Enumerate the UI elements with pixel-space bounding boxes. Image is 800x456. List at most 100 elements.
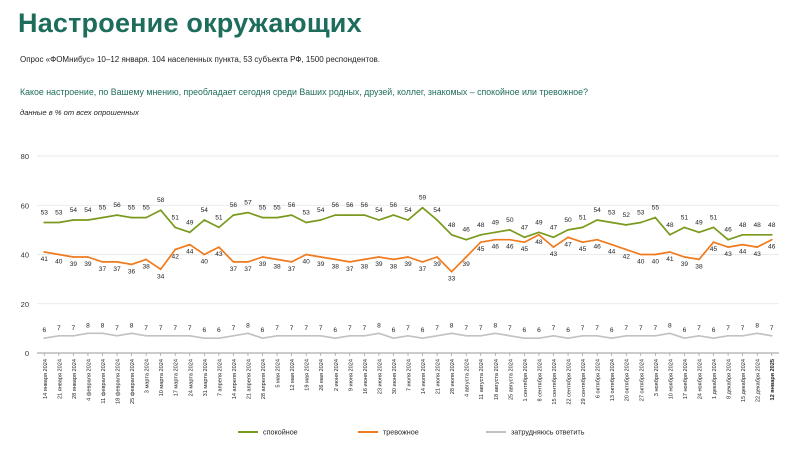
data-point	[581, 241, 584, 244]
data-point	[57, 253, 60, 256]
data-point	[567, 236, 569, 239]
x-tick-label: 10 марта 2024	[159, 359, 165, 396]
data-label: 49	[186, 219, 194, 226]
data-point	[159, 334, 162, 337]
data-label: 37	[99, 266, 107, 273]
x-tick-label: 11 августа 2024	[479, 359, 485, 400]
x-tick-label: 21 апреля 2024	[246, 359, 252, 399]
data-label: 56	[230, 202, 238, 209]
data-point	[727, 238, 729, 241]
data-label: 39	[375, 261, 383, 268]
data-label: 6	[333, 327, 337, 334]
x-tick-label: 9 июня 2024	[348, 359, 354, 391]
data-point	[116, 214, 118, 217]
data-label: 6	[261, 327, 265, 334]
data-point	[159, 268, 162, 271]
data-point	[334, 214, 337, 217]
data-point	[756, 233, 759, 236]
data-label: 8	[130, 322, 134, 329]
data-label: 47	[564, 241, 572, 248]
x-tick-label: 11 февраля 2024	[101, 359, 107, 404]
data-point	[508, 238, 511, 241]
data-point	[756, 332, 759, 335]
data-label: 54	[375, 207, 383, 214]
legend-label: спокойное	[263, 428, 298, 437]
data-point	[538, 231, 540, 234]
data-point	[276, 258, 278, 261]
data-point	[217, 226, 220, 229]
data-point	[683, 337, 686, 340]
data-point	[43, 221, 46, 224]
data-label: 55	[652, 205, 660, 212]
data-label: 37	[419, 266, 427, 273]
data-point	[581, 334, 584, 337]
data-point	[319, 256, 322, 258]
data-point	[450, 233, 453, 236]
data-label: 38	[273, 263, 281, 270]
data-point	[305, 221, 308, 224]
data-label: 51	[172, 214, 180, 221]
x-tick-label: 7 июля 2024	[407, 359, 413, 391]
data-point	[494, 231, 497, 234]
data-point	[407, 219, 409, 221]
x-tick-label: 21 июля 2024	[436, 359, 442, 394]
data-label: 36	[128, 268, 136, 275]
data-point	[247, 211, 249, 214]
data-label: 44	[608, 249, 616, 256]
data-label: 7	[348, 325, 352, 332]
x-tick-label: 4 февраля 2024	[86, 359, 92, 401]
data-label: 39	[463, 261, 471, 268]
x-tick-label: 24 марта 2024	[188, 359, 194, 396]
data-point	[276, 216, 278, 219]
data-point	[174, 334, 177, 337]
data-point	[203, 219, 206, 221]
data-point	[101, 260, 104, 263]
data-point	[261, 216, 264, 219]
data-label: 57	[244, 200, 252, 207]
data-label: 48	[666, 222, 674, 229]
x-tick-label: 17 ноября 2024	[683, 359, 689, 399]
data-label: 7	[639, 325, 643, 332]
data-point	[217, 337, 220, 340]
data-label: 43	[724, 251, 732, 258]
data-label: 7	[406, 325, 410, 332]
data-point	[87, 332, 89, 335]
data-label: 45	[477, 246, 485, 253]
data-point	[203, 253, 206, 256]
data-label: 6	[202, 327, 206, 334]
x-tick-label: 14 января 2024	[43, 359, 49, 399]
data-label: 7	[159, 325, 163, 332]
data-label: 45	[521, 246, 529, 253]
data-point	[450, 270, 453, 273]
x-tick-label: 8 декабря 2024	[727, 359, 733, 399]
data-label: 44	[186, 249, 194, 256]
data-label: 7	[275, 325, 279, 332]
data-point	[101, 332, 104, 335]
x-tick-label: 18 февраля 2024	[116, 359, 122, 404]
data-point	[668, 332, 671, 335]
data-label: 39	[433, 261, 441, 268]
data-label: 7	[464, 325, 468, 332]
data-point	[290, 214, 293, 217]
data-point	[741, 243, 744, 246]
data-point	[348, 260, 351, 263]
data-point	[57, 334, 60, 337]
data-label: 54	[593, 207, 601, 214]
data-label: 8	[246, 322, 250, 329]
data-point	[465, 256, 468, 258]
data-point	[494, 238, 497, 241]
data-label: 56	[113, 202, 121, 209]
data-point	[567, 228, 569, 231]
data-point	[378, 332, 380, 335]
data-point	[72, 334, 75, 337]
data-label: 6	[217, 327, 221, 334]
data-label: 7	[726, 325, 730, 332]
data-label: 41	[666, 256, 674, 263]
data-point	[247, 260, 249, 263]
data-point	[116, 260, 118, 263]
x-tick-label: 27 октября 2024	[639, 359, 645, 401]
data-point	[625, 248, 628, 251]
data-label: 7	[697, 325, 701, 332]
data-point	[116, 334, 118, 337]
data-label: 51	[681, 214, 689, 221]
